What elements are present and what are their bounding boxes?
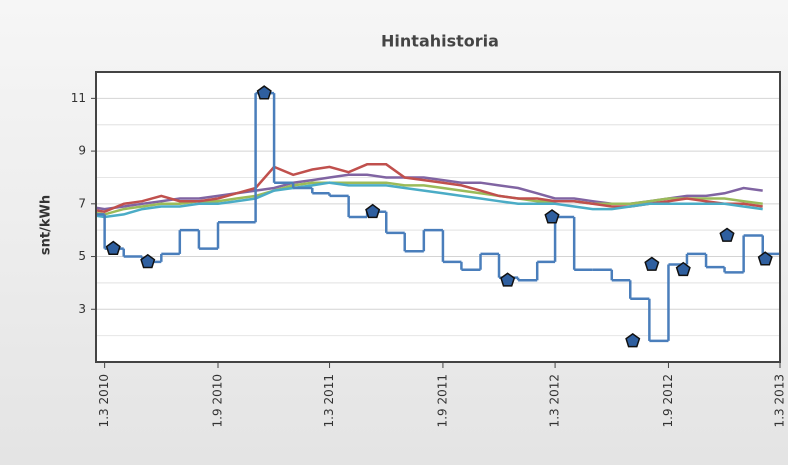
- x-tick-label: 1.9 2011: [435, 374, 449, 427]
- y-axis-label: snt/kWh: [39, 195, 54, 255]
- marker: [365, 203, 381, 219]
- x-tick-label: 1.9 2012: [661, 374, 675, 427]
- y-tick-label: 5: [78, 249, 86, 263]
- x-tick-label: 1.9 2010: [211, 374, 225, 427]
- y-tick-label: 3: [78, 302, 86, 316]
- y-tick-label: 11: [71, 91, 86, 105]
- marker: [719, 227, 735, 242]
- plot-border: [95, 71, 781, 363]
- marker: [500, 272, 516, 287]
- plot-area: [96, 72, 780, 362]
- marker: [675, 261, 691, 277]
- x-tick-label: 1.3 2013: [773, 374, 787, 427]
- marker: [105, 240, 121, 256]
- marker: [625, 332, 641, 348]
- x-tick-label: 1.3 2012: [548, 374, 562, 427]
- series-line: [96, 181, 763, 219]
- marker: [644, 256, 660, 271]
- y-tick-label: 7: [78, 196, 86, 210]
- x-tick-label: 1.3 2010: [97, 374, 111, 427]
- marker: [140, 253, 156, 269]
- marker: [757, 251, 773, 266]
- x-tick-label: 1.3 2011: [322, 374, 336, 427]
- y-tick-label: 9: [78, 144, 86, 158]
- marker: [544, 209, 560, 224]
- chart-title: Hintahistoria: [381, 32, 499, 51]
- marker: [256, 85, 272, 100]
